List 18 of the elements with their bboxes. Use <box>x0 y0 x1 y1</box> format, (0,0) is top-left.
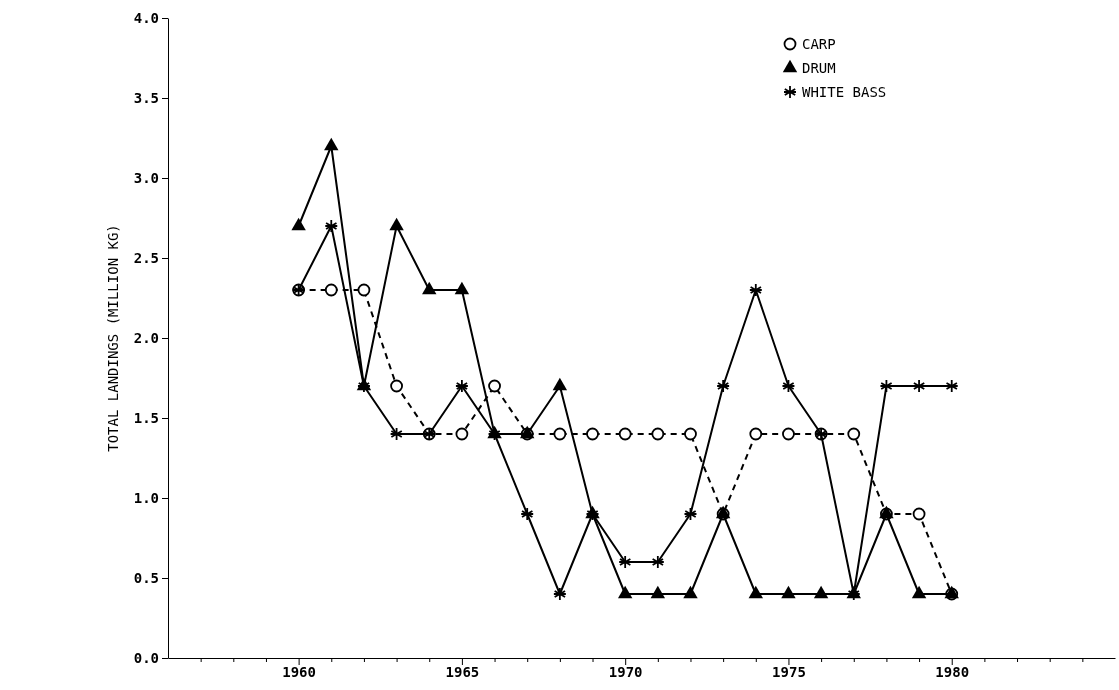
y-tick-label: 2.0 <box>133 329 159 346</box>
y-tick-label: 4.0 <box>133 9 159 26</box>
x-tick-label: 1965 <box>445 663 480 680</box>
y-tick-label: 1.5 <box>133 409 159 426</box>
y-tick-label: 2.5 <box>133 249 159 266</box>
y-tick-label: 1.0 <box>133 489 159 506</box>
x-tick-label: 1960 <box>282 663 316 680</box>
y-tick-label: 3.5 <box>133 89 159 106</box>
y-axis-title: TOTAL LANDINGS (MILLION KG) <box>105 224 121 452</box>
legend-label: DRUM <box>802 60 836 76</box>
x-tick-label: 1970 <box>608 663 643 680</box>
legend-label: CARP <box>802 36 836 52</box>
x-tick-label: 1975 <box>772 663 806 680</box>
y-tick-label: 0.5 <box>133 569 159 586</box>
x-tick-label: 1980 <box>935 663 970 680</box>
y-tick-label: 3.0 <box>133 169 159 186</box>
legend-label: WHITE BASS <box>802 84 887 100</box>
y-tick-label: 0.0 <box>133 649 159 666</box>
